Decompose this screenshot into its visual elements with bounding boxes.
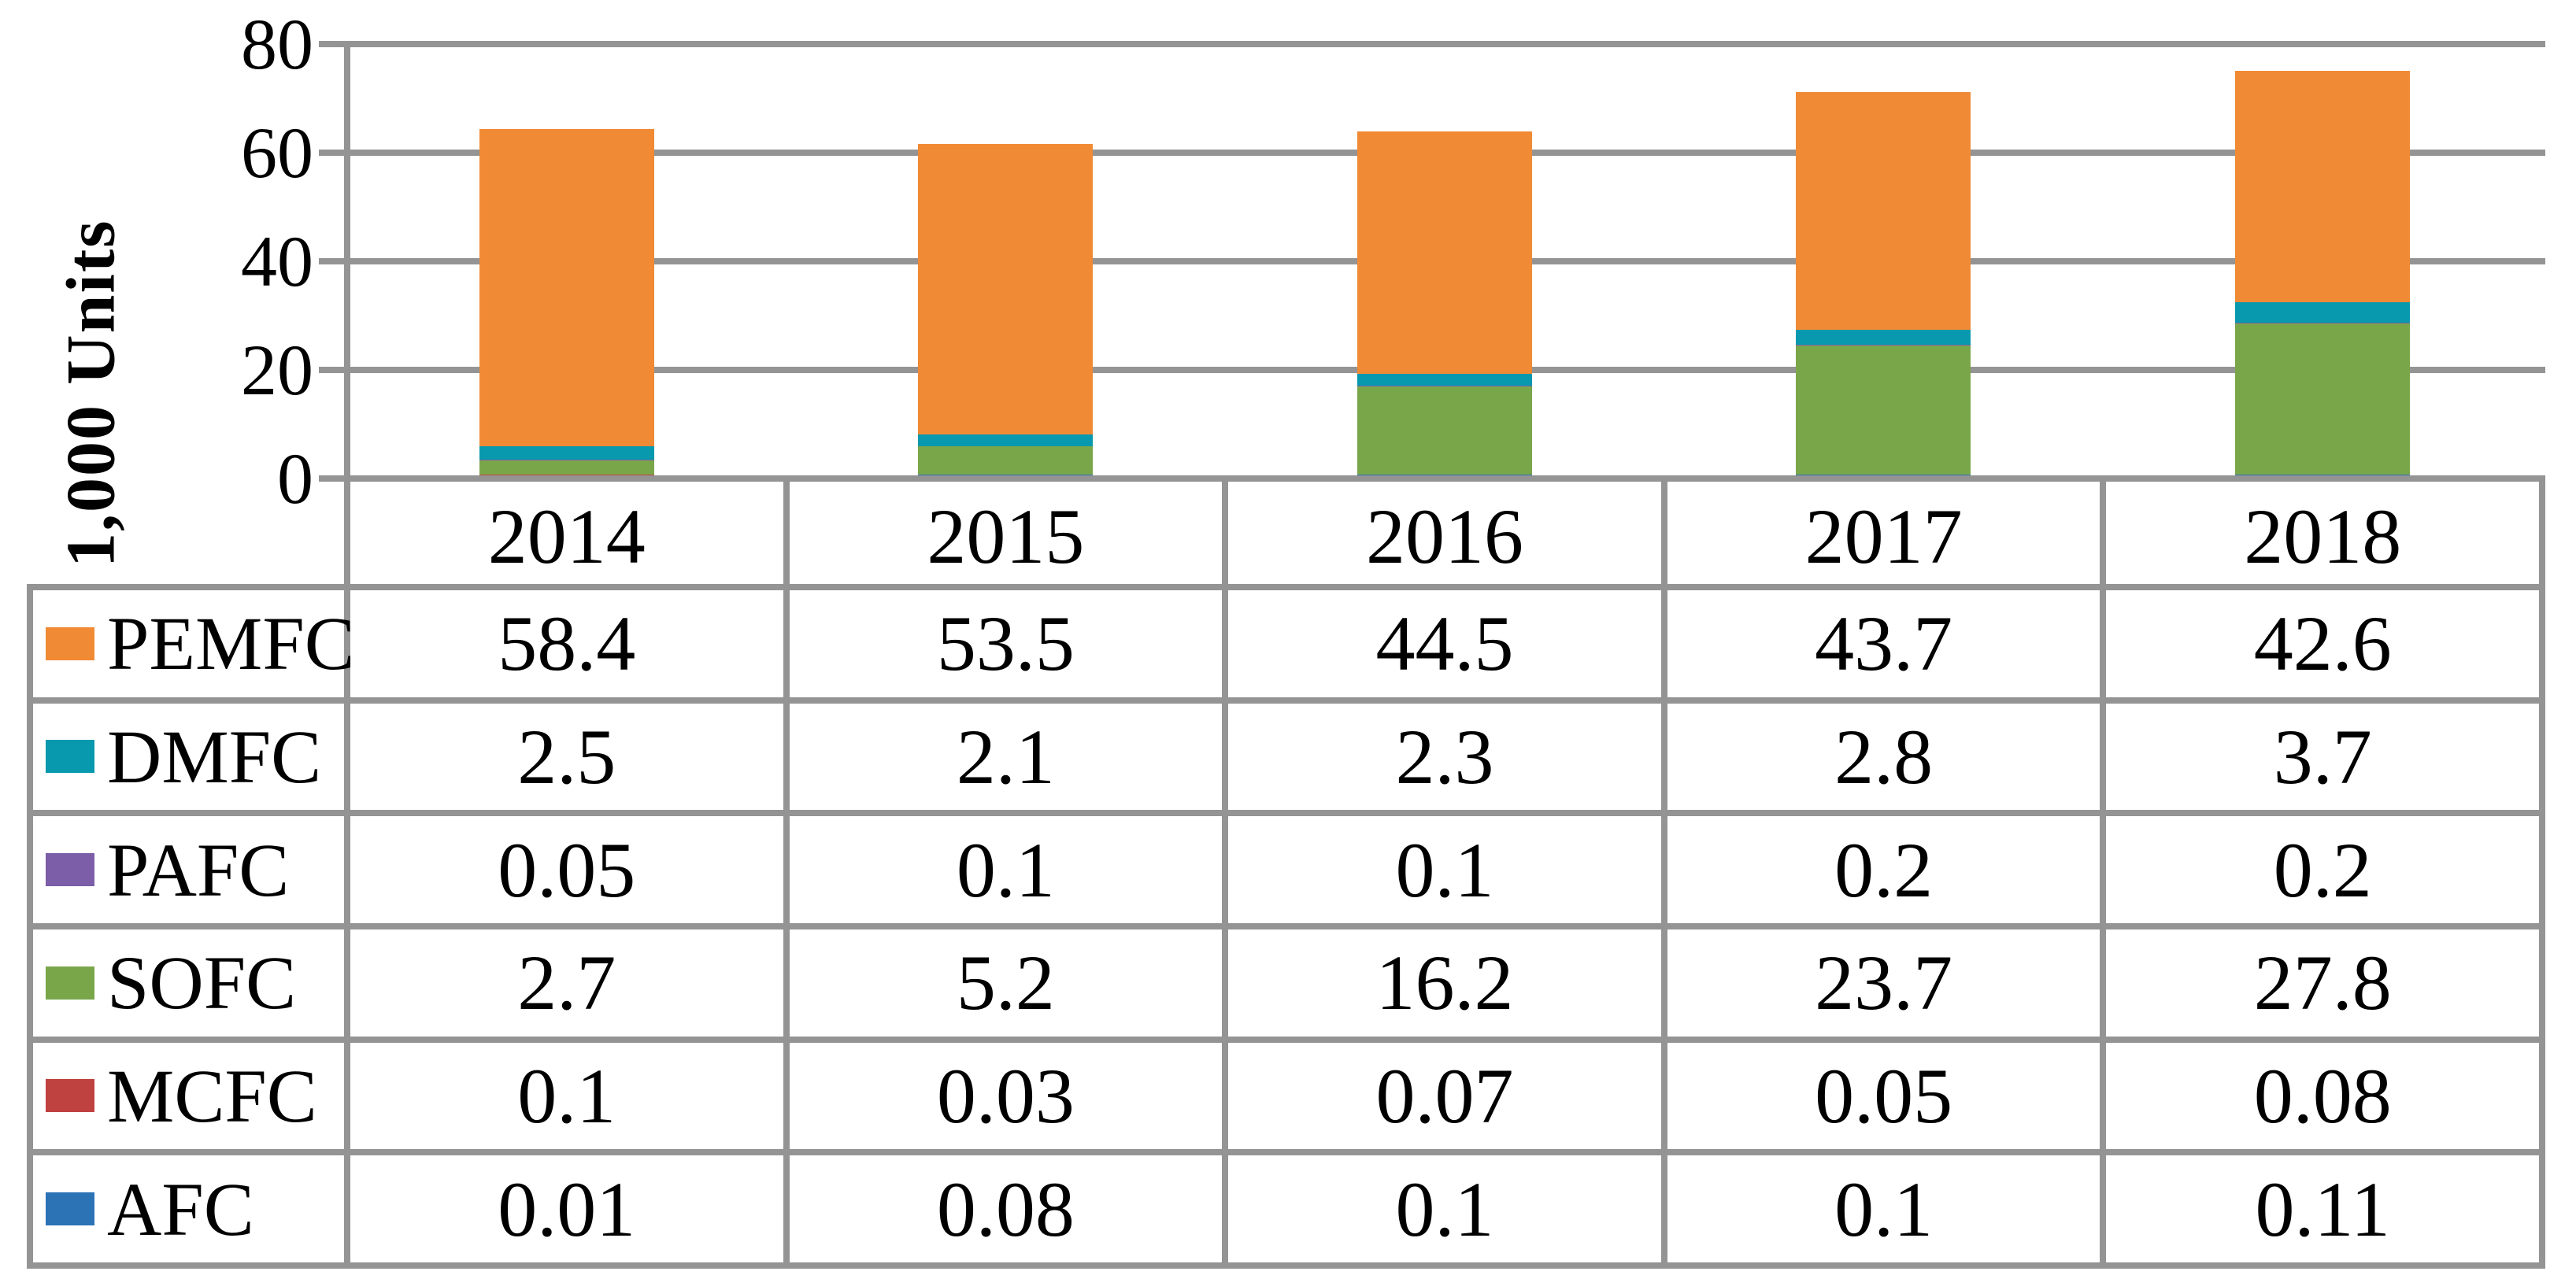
legend-item-sofc: SOFC bbox=[33, 929, 344, 1037]
value-cell: 43.7 bbox=[1667, 590, 2100, 697]
value-cell: 0.11 bbox=[2106, 1155, 2539, 1262]
year-cell: 2017 bbox=[1667, 482, 2100, 590]
plot-area bbox=[350, 41, 2539, 475]
stacked-bar-2014 bbox=[479, 129, 654, 475]
value-cell: 42.6 bbox=[2106, 590, 2539, 697]
year-cell: 2016 bbox=[1228, 482, 1661, 590]
bar-segment-pemfc-2014 bbox=[479, 129, 654, 447]
value-cell: 0.07 bbox=[1228, 1042, 1661, 1150]
value-cell: 2.5 bbox=[350, 703, 783, 811]
value-cell: 2.1 bbox=[789, 703, 1223, 811]
value-cell: 2.7 bbox=[350, 929, 783, 1037]
stacked-bar-2018 bbox=[2235, 71, 2410, 475]
bar-segment-sofc-2015 bbox=[918, 446, 1093, 475]
legend-swatch-pemfc bbox=[46, 626, 94, 660]
y-tick-label-20: 20 bbox=[241, 330, 313, 410]
y-tick-label-80: 80 bbox=[241, 4, 313, 84]
legend-label: MCFC bbox=[107, 1053, 317, 1138]
value-cell: 0.1 bbox=[1228, 1155, 1661, 1262]
legend-swatch-afc bbox=[46, 1192, 94, 1226]
legend-item-mcfc: MCFC bbox=[33, 1042, 344, 1150]
stacked-bar-2015 bbox=[918, 144, 1093, 475]
bar-segment-pemfc-2018 bbox=[2235, 71, 2410, 302]
legend-label: PAFC bbox=[107, 827, 290, 912]
legend-item-afc: AFC bbox=[33, 1155, 344, 1262]
legend-label: PEMFC bbox=[107, 601, 355, 686]
legend-label: SOFC bbox=[107, 941, 297, 1026]
value-cell: 0.2 bbox=[2106, 816, 2539, 923]
value-cell: 2.8 bbox=[1667, 703, 2100, 811]
data-table: PEMFC 58.4 53.5 44.5 43.7 42.6 DMFC 2.5 … bbox=[27, 584, 2545, 1269]
bar-segment-dmfc-2018 bbox=[2235, 302, 2410, 323]
legend-label: DMFC bbox=[107, 714, 322, 799]
year-cell: 2014 bbox=[350, 482, 783, 590]
bar-segment-sofc-2016 bbox=[1357, 386, 1532, 475]
legend-swatch-dmfc bbox=[46, 740, 94, 774]
year-cell: 2015 bbox=[789, 482, 1223, 590]
bar-segment-dmfc-2015 bbox=[918, 434, 1093, 446]
value-cell: 0.08 bbox=[2106, 1042, 2539, 1150]
legend-swatch-pafc bbox=[46, 853, 94, 887]
year-header-row: 2014 2015 2016 2017 2018 bbox=[344, 475, 2545, 590]
value-cell: 44.5 bbox=[1228, 590, 1661, 697]
y-tick-label-0: 0 bbox=[277, 438, 313, 519]
bar-segment-dmfc-2016 bbox=[1357, 373, 1532, 386]
value-cell: 0.1 bbox=[789, 816, 1223, 923]
value-cell: 0.01 bbox=[350, 1155, 783, 1262]
y-tick-label-40: 40 bbox=[241, 221, 313, 301]
value-cell: 58.4 bbox=[350, 590, 783, 697]
bar-segment-pemfc-2017 bbox=[1796, 92, 1971, 330]
value-cell: 0.05 bbox=[350, 816, 783, 923]
bar-segment-sofc-2014 bbox=[479, 460, 654, 475]
bar-segment-sofc-2017 bbox=[1796, 346, 1971, 475]
y-tick-label-60: 60 bbox=[241, 113, 313, 193]
value-cell: 0.1 bbox=[1667, 1155, 2100, 1262]
value-cell: 3.7 bbox=[2106, 703, 2539, 811]
stacked-bar-2017 bbox=[1796, 92, 1971, 475]
value-cell: 0.1 bbox=[350, 1042, 783, 1150]
value-cell: 0.05 bbox=[1667, 1042, 2100, 1150]
legend-label: AFC bbox=[107, 1166, 254, 1251]
value-cell: 16.2 bbox=[1228, 929, 1661, 1037]
value-cell: 23.7 bbox=[1667, 929, 2100, 1037]
legend-item-pemfc: PEMFC bbox=[33, 590, 355, 697]
legend-item-dmfc: DMFC bbox=[33, 703, 344, 811]
bar-segment-dmfc-2014 bbox=[479, 446, 654, 460]
value-cell: 0.1 bbox=[1228, 816, 1661, 923]
bar-segment-pafc-2017 bbox=[1796, 345, 1971, 346]
stacked-bar-2016 bbox=[1357, 131, 1532, 475]
value-cell: 5.2 bbox=[789, 929, 1223, 1037]
value-cell: 2.3 bbox=[1228, 703, 1661, 811]
legend-swatch-mcfc bbox=[46, 1079, 94, 1113]
gridline-80 bbox=[319, 41, 2545, 47]
value-cell: 53.5 bbox=[789, 590, 1223, 697]
value-cell: 0.2 bbox=[1667, 816, 2100, 923]
bar-segment-pafc-2015 bbox=[918, 445, 1093, 447]
bar-segment-sofc-2018 bbox=[2235, 323, 2410, 475]
legend-item-pafc: PAFC bbox=[33, 816, 344, 923]
value-cell: 0.08 bbox=[789, 1155, 1223, 1262]
legend-swatch-sofc bbox=[46, 966, 94, 1000]
bar-segment-pemfc-2015 bbox=[918, 144, 1093, 435]
value-cell: 0.03 bbox=[789, 1042, 1223, 1150]
y-axis-line bbox=[344, 41, 350, 482]
year-cell: 2018 bbox=[2106, 482, 2539, 590]
bar-segment-dmfc-2017 bbox=[1796, 329, 1971, 346]
value-cell: 27.8 bbox=[2106, 929, 2539, 1037]
bar-segment-pemfc-2016 bbox=[1357, 131, 1532, 374]
